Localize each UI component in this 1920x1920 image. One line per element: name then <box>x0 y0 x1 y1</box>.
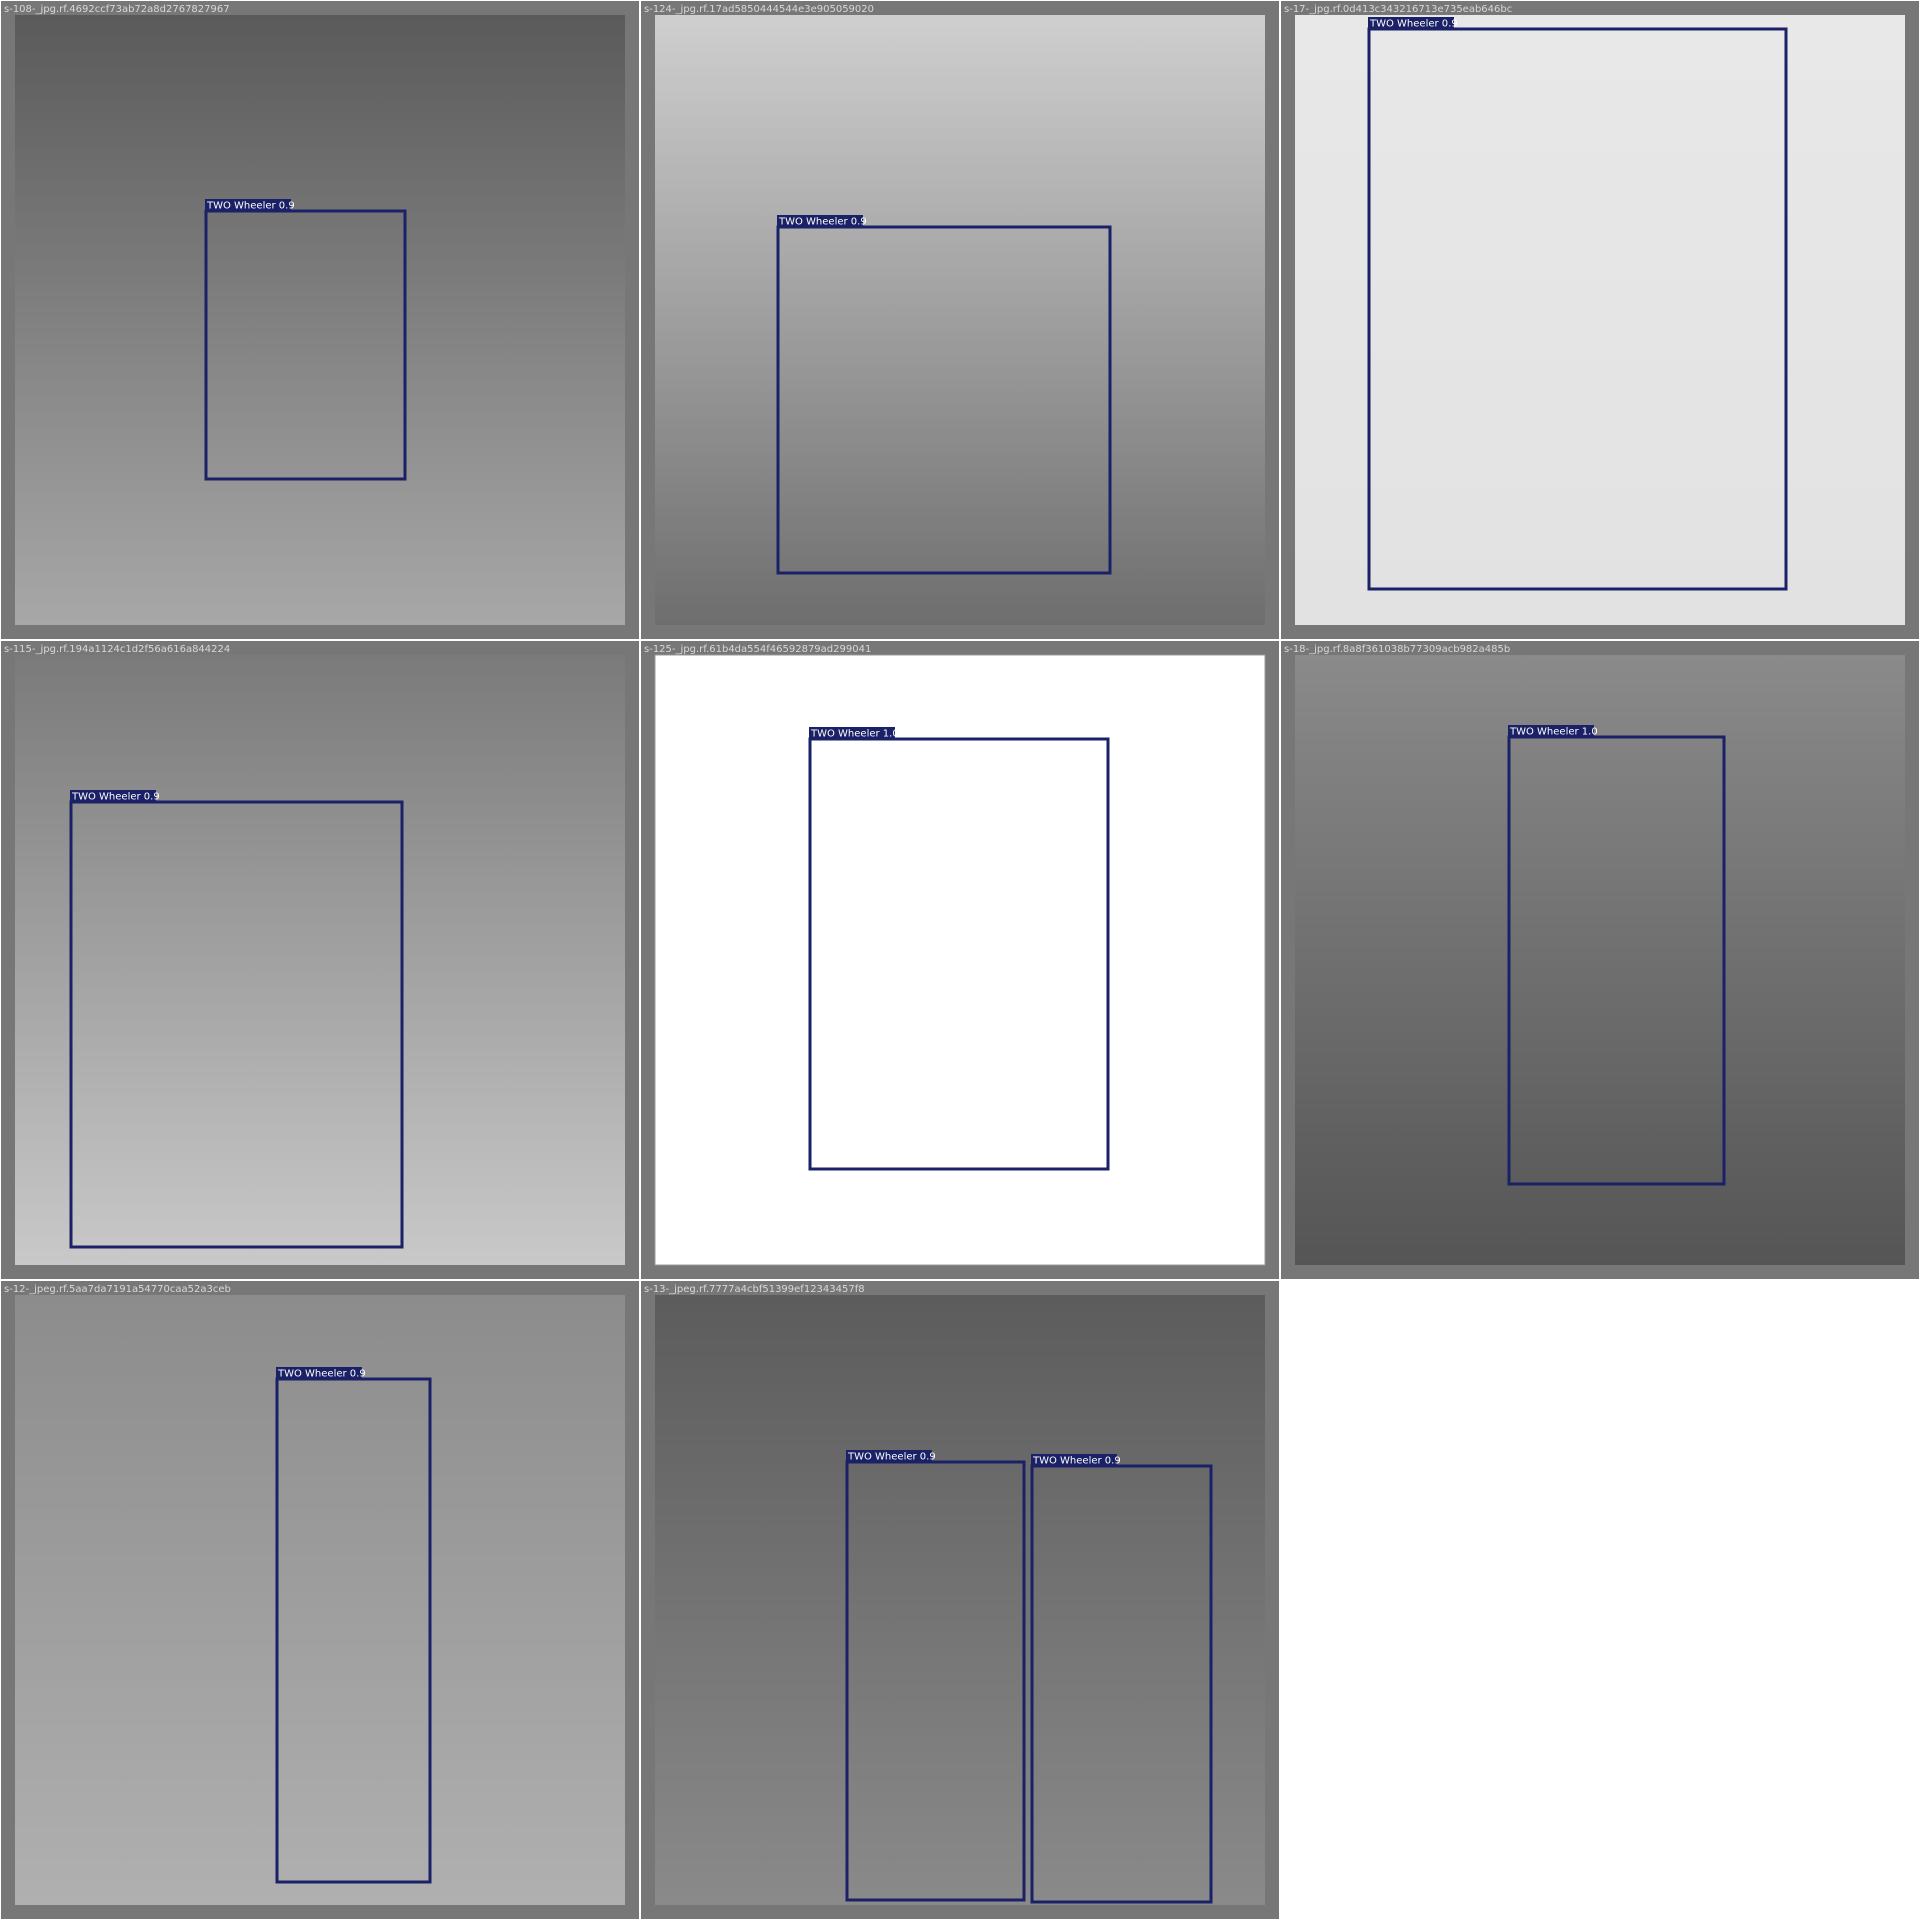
label-background <box>1368 17 1454 29</box>
tile: s-12-_jpeg.rf.5aa7da7191a54770caa52a3ceb… <box>1 1281 639 1919</box>
label-background <box>70 790 156 802</box>
image <box>655 1295 1265 1905</box>
label-background <box>205 199 291 211</box>
tile: s-125-_jpg.rf.61b4da554f46592879ad299041… <box>641 641 1279 1279</box>
filename: s-18-_jpg.rf.8a8f361038b77309acb982a485b <box>1284 644 1510 655</box>
tile: s-18-_jpg.rf.8a8f361038b77309acb982a485b… <box>1281 641 1919 1279</box>
tile: s-115-_jpg.rf.194a1124c1d2f56a616a844224… <box>1 641 639 1279</box>
bounding-box <box>204 209 407 481</box>
label-background <box>1508 725 1594 737</box>
tile: s-124-_jpg.rf.17ad5850444544e3e905059020… <box>641 1 1279 639</box>
tile: s-108-_jpg.rf.4692ccf73ab72a8d2767827967… <box>1 1 639 639</box>
image-border <box>654 654 1266 1266</box>
filename: s-125-_jpg.rf.61b4da554f46592879ad299041 <box>644 644 871 655</box>
image <box>1295 655 1905 1265</box>
filename: s-108-_jpg.rf.4692ccf73ab72a8d2767827967 <box>4 4 230 15</box>
label-background <box>777 215 863 227</box>
detection-label: TWO Wheeler 0.9 <box>847 1452 936 1463</box>
filename: s-17-_jpg.rf.0d413c343216713e735eab646bc <box>1284 4 1512 15</box>
detection-label: TWO Wheeler 0.9 <box>71 792 160 803</box>
filename: s-115-_jpg.rf.194a1124c1d2f56a616a844224 <box>4 644 230 655</box>
bounding-box <box>845 1460 1026 1902</box>
image <box>1295 15 1905 625</box>
image <box>15 15 625 625</box>
label-background <box>846 1450 932 1462</box>
image <box>15 655 625 1265</box>
detection-label: TWO Wheeler 1.0 <box>810 729 899 740</box>
tile: s-17-_jpg.rf.0d413c343216713e735eab646bc… <box>1281 1 1919 639</box>
filename: s-13-_jpeg.rf.7777a4cbf51399ef12343457f8 <box>644 1284 865 1295</box>
detection-label: TWO Wheeler 0.9 <box>206 201 295 212</box>
bounding-box <box>808 737 1110 1171</box>
image <box>15 1295 625 1905</box>
bounding-box <box>69 800 404 1249</box>
filename: s-124-_jpg.rf.17ad5850444544e3e905059020 <box>644 4 874 15</box>
tile: s-13-_jpeg.rf.7777a4cbf51399ef12343457f8… <box>641 1281 1279 1919</box>
detection-label: TWO Wheeler 0.9 <box>778 217 867 228</box>
detection-label: TWO Wheeler 1.0 <box>1509 727 1598 738</box>
filename: s-12-_jpeg.rf.5aa7da7191a54770caa52a3ceb <box>4 1284 231 1295</box>
bounding-box <box>776 225 1112 575</box>
label-background <box>276 1367 362 1379</box>
label-background <box>809 727 895 739</box>
bounding-box <box>1507 735 1726 1186</box>
detection-label: TWO Wheeler 0.9 <box>1369 19 1458 30</box>
image <box>655 655 1265 1265</box>
detection-label: TWO Wheeler 0.9 <box>277 1369 366 1380</box>
detection-label: TWO Wheeler 0.9 <box>1032 1456 1121 1467</box>
bounding-box <box>1030 1464 1213 1904</box>
bounding-box <box>1367 27 1788 591</box>
label-background <box>1031 1454 1117 1466</box>
image <box>655 15 1265 625</box>
